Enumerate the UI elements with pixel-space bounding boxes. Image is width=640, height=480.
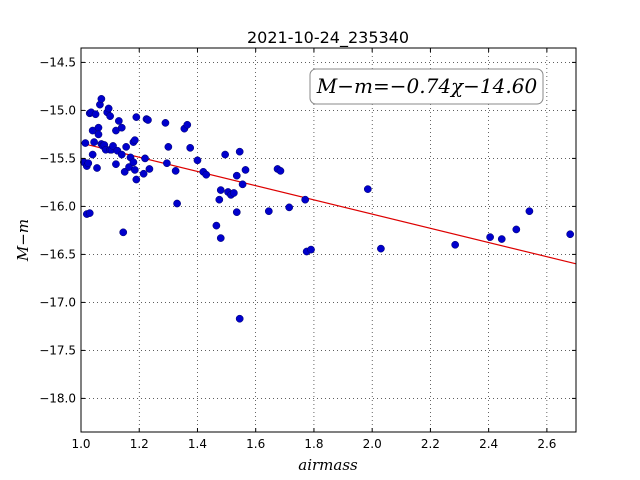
data-point xyxy=(144,116,152,124)
data-point xyxy=(193,156,202,165)
data-point xyxy=(115,117,123,125)
chart-title: 2021-10-24_235340 xyxy=(247,28,409,48)
x-tick-label: 2.6 xyxy=(537,437,556,451)
annotation-frame xyxy=(309,68,544,105)
data-point xyxy=(232,171,241,180)
data-point xyxy=(212,221,221,230)
data-point xyxy=(171,167,180,175)
data-point xyxy=(238,180,247,189)
data-point xyxy=(94,123,103,132)
data-point xyxy=(173,199,181,208)
data-point xyxy=(186,143,195,152)
data-point xyxy=(164,143,173,151)
data-point xyxy=(221,150,229,159)
plot-frame xyxy=(80,47,577,433)
y-tick-label: −16.0 xyxy=(39,199,76,213)
data-point xyxy=(131,136,139,145)
data-point xyxy=(90,138,98,146)
data-point xyxy=(132,175,141,184)
data-point xyxy=(512,225,521,234)
data-point xyxy=(129,158,138,167)
data-point xyxy=(566,230,575,239)
y-tick-label: −16.5 xyxy=(39,247,76,261)
x-tick-label: 1.0 xyxy=(71,437,90,451)
y-tick-label: −15.5 xyxy=(39,151,76,165)
grid-lines xyxy=(80,48,576,432)
data-point xyxy=(183,120,192,129)
y-tick-label: −18.0 xyxy=(39,391,76,405)
data-point xyxy=(241,166,250,174)
data-points xyxy=(80,95,575,323)
x-axis-label: airmass xyxy=(298,456,358,474)
x-tick-label: 2.0 xyxy=(363,437,382,451)
data-point xyxy=(235,147,244,156)
data-point xyxy=(215,195,224,204)
x-axis-ticks: 1.0 1.2 1.4 1.6 1.8 2.0 2.2 2.4 2.6 xyxy=(71,48,556,451)
x-tick-label: 1.4 xyxy=(188,437,207,451)
data-point xyxy=(276,167,285,175)
data-point xyxy=(132,113,141,121)
data-point xyxy=(104,104,113,113)
x-tick-label: 1.8 xyxy=(304,437,323,451)
data-point xyxy=(230,189,238,197)
data-point xyxy=(97,95,106,103)
x-tick-label: 1.2 xyxy=(130,437,149,451)
data-point xyxy=(145,165,154,173)
data-point xyxy=(91,110,100,119)
data-point xyxy=(93,164,101,172)
data-point xyxy=(525,207,534,216)
data-point xyxy=(122,143,130,151)
data-point xyxy=(109,142,117,150)
y-tick-label: −15.0 xyxy=(39,103,76,117)
data-point xyxy=(451,240,460,249)
data-point xyxy=(363,185,372,193)
data-point xyxy=(163,159,171,168)
y-axis-label: M−m xyxy=(14,219,32,262)
data-point xyxy=(84,159,93,168)
data-point xyxy=(119,228,128,237)
fit-line xyxy=(80,142,577,265)
data-point xyxy=(131,166,139,174)
data-point xyxy=(141,154,149,163)
data-point xyxy=(85,209,94,217)
data-point xyxy=(161,119,170,127)
data-point xyxy=(88,150,97,159)
data-point xyxy=(497,235,506,243)
data-point xyxy=(117,150,126,159)
data-point xyxy=(486,233,494,241)
data-point xyxy=(301,195,310,204)
data-point xyxy=(117,123,126,132)
fit-equation-annotation: M−m=−0.74χ−14.60 xyxy=(316,74,538,98)
y-axis-ticks: −14.5 −15.0 −15.5 −16.0 −16.5 −17.0 −17.5 −18.0 xyxy=(39,55,576,405)
data-point xyxy=(81,139,90,147)
x-tick-label: 1.6 xyxy=(246,437,265,451)
data-point xyxy=(264,207,273,216)
data-point xyxy=(120,167,129,176)
fit-line-group xyxy=(80,142,577,265)
x-tick-label: 2.2 xyxy=(421,437,440,451)
y-tick-label: −17.0 xyxy=(39,295,76,309)
data-point xyxy=(232,208,241,217)
data-point xyxy=(235,314,244,323)
data-point xyxy=(139,169,148,178)
data-point xyxy=(216,234,225,242)
data-point xyxy=(216,186,225,194)
data-point xyxy=(307,245,315,254)
data-point xyxy=(377,244,385,253)
x-tick-label: 2.4 xyxy=(479,437,498,451)
annotation-box: M−m=−0.74χ−14.60 xyxy=(309,68,544,105)
data-point xyxy=(106,112,114,121)
y-tick-label: −14.5 xyxy=(39,55,76,69)
data-point xyxy=(94,130,103,139)
y-tick-label: −17.5 xyxy=(39,343,76,357)
data-point xyxy=(202,170,211,179)
data-point xyxy=(285,203,294,212)
data-point xyxy=(112,160,120,169)
